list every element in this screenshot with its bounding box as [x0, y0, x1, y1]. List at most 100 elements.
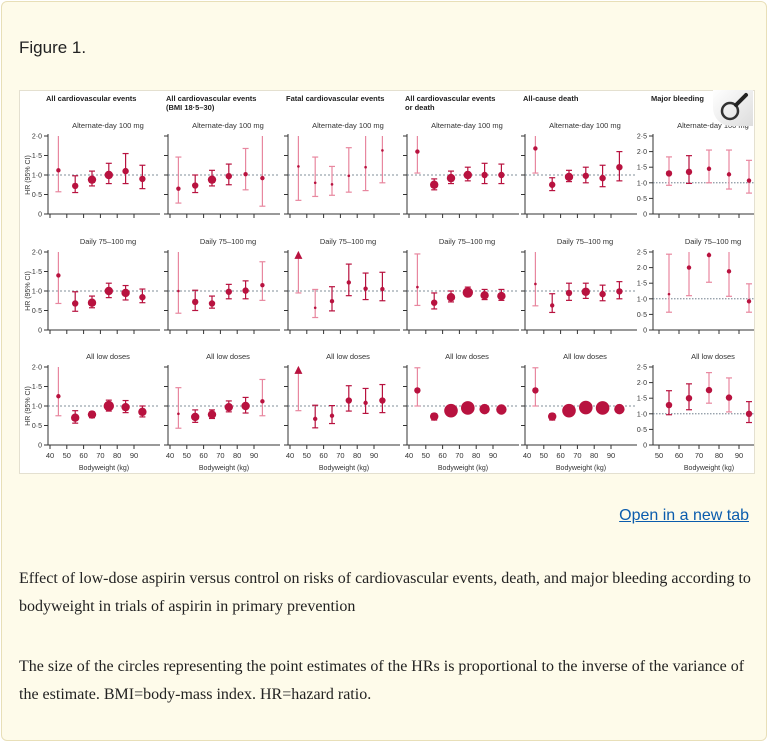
x-tick-label: 70: [695, 451, 703, 460]
point-estimate: [463, 170, 472, 180]
panel-subtitle: All low doses: [86, 352, 130, 361]
panel-subtitle: Daily 75–100 mg: [80, 237, 136, 246]
x-tick-label: 60: [675, 451, 683, 460]
panel-subtitle: Daily 75–100 mg: [685, 237, 741, 246]
point-estimate: [462, 287, 473, 298]
point-estimate: [71, 413, 80, 422]
point-estimate: [746, 299, 752, 304]
y-axis-label: HR (95% CI): [25, 271, 32, 311]
point-estimate: [345, 397, 352, 404]
y-tick-label: 2·0: [32, 134, 42, 141]
x-axis-label: Bodyweight (kg): [79, 465, 129, 472]
point-estimate: [745, 410, 753, 417]
point-estimate: [121, 402, 130, 412]
point-estimate: [330, 183, 334, 186]
x-tick-label: 50: [655, 451, 663, 460]
point-estimate: [139, 175, 146, 183]
y-tick-label: 1·0: [32, 404, 42, 411]
point-estimate: [363, 400, 368, 406]
panel-subtitle: All low doses: [563, 352, 607, 361]
panel-subtitle: Daily 75–100 mg: [439, 237, 495, 246]
point-estimate: [207, 410, 217, 419]
point-estimate: [461, 401, 475, 415]
column-title: All cardiovascular events: [166, 94, 256, 103]
y-tick-label: 1·5: [32, 384, 42, 391]
y-tick-label: 0·5: [637, 427, 647, 434]
column-title: All cardiovascular events: [46, 94, 136, 103]
x-tick-label: 90: [735, 451, 743, 460]
y-tick-label: 1·0: [32, 173, 42, 180]
y-tick-label: 2·0: [32, 250, 42, 257]
point-estimate: [430, 180, 439, 189]
y-tick-label: 0·5: [637, 312, 647, 319]
y-tick-label: 1·5: [32, 269, 42, 276]
y-tick-label: 2·0: [32, 365, 42, 372]
point-estimate: [241, 401, 250, 411]
x-tick-label: 60: [319, 451, 327, 460]
point-estimate: [415, 149, 420, 154]
column-title: All cardiovascular events: [405, 94, 495, 103]
x-axis-label: Bodyweight (kg): [199, 465, 249, 472]
y-tick-label: 2·5: [637, 134, 647, 141]
point-estimate: [225, 288, 232, 295]
point-estimate: [599, 290, 606, 298]
point-estimate: [665, 170, 673, 177]
zoom-button[interactable]: [713, 90, 753, 126]
column-title: Major bleeding: [651, 94, 704, 103]
point-estimate: [685, 168, 693, 176]
panel-subtitle: Alternate-day 100 mg: [677, 121, 749, 130]
point-estimate: [498, 171, 505, 179]
point-estimate: [379, 397, 386, 404]
x-tick-label: 60: [556, 451, 564, 460]
x-tick-label: 90: [130, 451, 138, 460]
point-estimate: [87, 175, 97, 184]
y-tick-label: 2·5: [637, 365, 647, 372]
x-tick-label: 50: [303, 451, 311, 460]
point-estimate-triangle: [294, 250, 303, 259]
point-estimate: [104, 286, 114, 296]
y-tick-label: 0: [38, 443, 42, 450]
x-tick-label: 60: [438, 451, 446, 460]
x-tick-label: 80: [715, 451, 723, 460]
forest-plot-grid: All cardiovascular events Alternate-day 1…: [25, 94, 765, 472]
point-estimate: [87, 298, 97, 307]
point-estimate: [562, 403, 576, 418]
point-estimate: [616, 288, 623, 295]
x-tick-label: 50: [540, 451, 548, 460]
point-estimate: [225, 172, 232, 180]
point-estimate: [497, 291, 506, 301]
point-estimate: [595, 401, 610, 415]
y-tick-label: 0: [643, 328, 647, 335]
point-estimate: [746, 178, 752, 183]
figure-image[interactable]: All cardiovascular events Alternate-day 1…: [19, 90, 765, 474]
point-estimate: [313, 306, 317, 310]
panel-subtitle: Daily 75–100 mg: [557, 237, 613, 246]
y-axis-label: HR (95% CI): [25, 386, 32, 426]
x-tick-label: 40: [166, 451, 174, 460]
x-tick-label: 40: [405, 451, 413, 460]
point-estimate: [176, 186, 181, 191]
point-estimate: [706, 166, 712, 171]
point-estimate: [243, 172, 248, 177]
y-tick-label: 2·0: [637, 380, 647, 387]
y-tick-label: 0: [38, 328, 42, 335]
point-estimate: [479, 403, 490, 415]
point-estimate: [565, 289, 573, 297]
point-estimate: [329, 413, 335, 418]
x-tick-label: 70: [336, 451, 344, 460]
x-tick-label: 80: [590, 451, 598, 460]
point-estimate: [191, 412, 200, 422]
point-estimate-triangle: [294, 365, 303, 374]
point-estimate: [446, 173, 456, 183]
point-estimate: [208, 300, 216, 307]
y-tick-label: 1·5: [32, 153, 42, 160]
x-tick-label: 70: [96, 451, 104, 460]
point-estimate: [177, 412, 180, 416]
point-estimate: [667, 292, 671, 296]
point-estimate: [705, 386, 713, 394]
point-estimate: [726, 269, 732, 274]
point-estimate: [381, 149, 384, 152]
open-in-new-tab-link[interactable]: Open in a new tab: [619, 507, 749, 524]
x-tick-label: 50: [183, 451, 191, 460]
y-tick-label: 0: [643, 443, 647, 450]
